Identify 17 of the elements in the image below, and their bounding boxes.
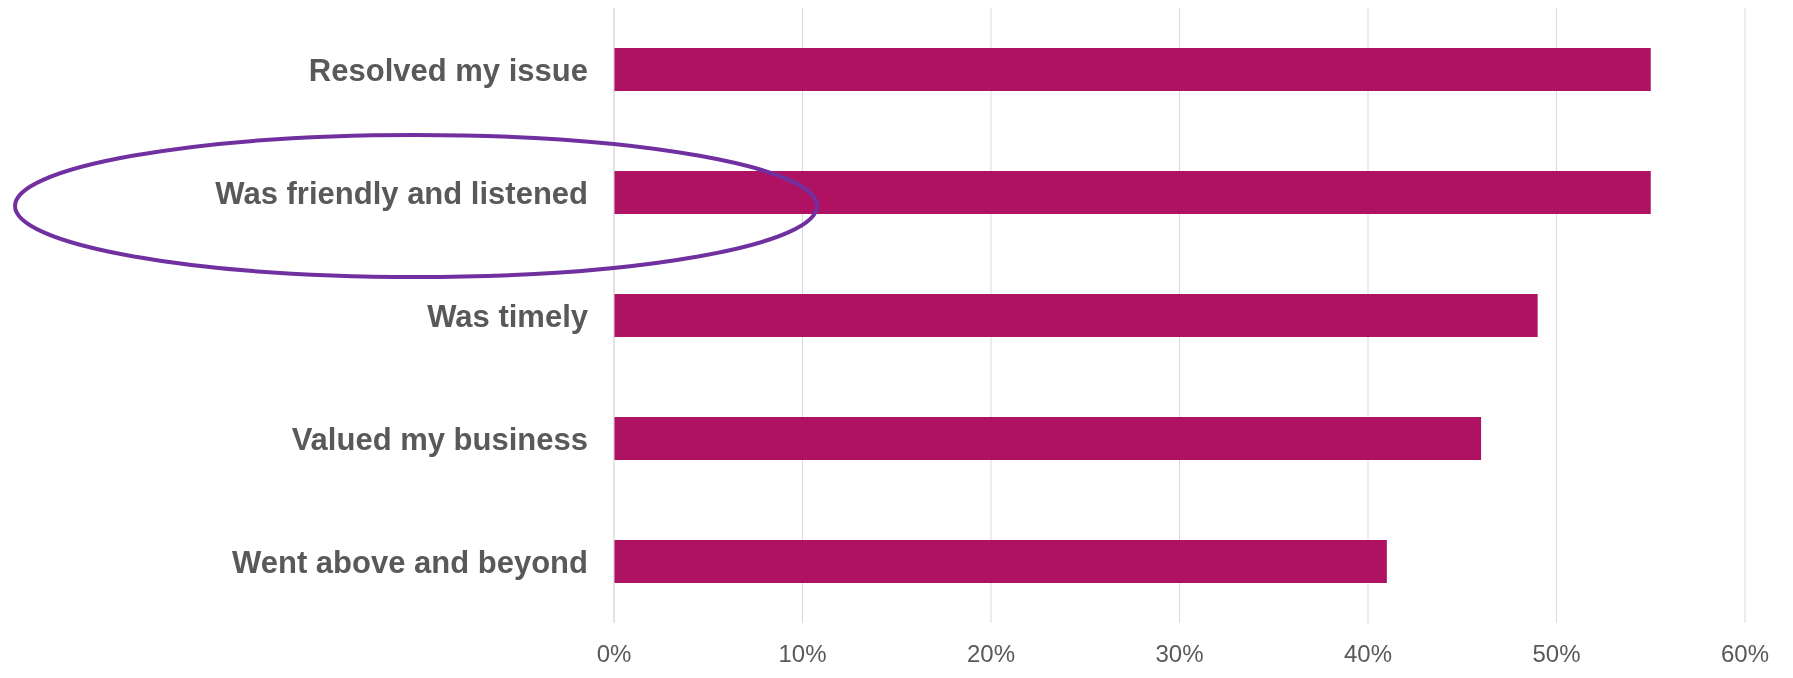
- x-tick-label: 50%: [1532, 640, 1581, 668]
- y-tick-label: Was timely: [427, 298, 589, 334]
- bar: [614, 48, 1651, 91]
- x-tick-label: 10%: [778, 640, 827, 668]
- y-tick-label: Valued my business: [291, 421, 588, 457]
- bar: [614, 171, 1651, 214]
- bar: [614, 294, 1538, 337]
- bar: [614, 417, 1482, 460]
- y-tick-label: Was friendly and listened: [215, 175, 588, 211]
- x-tick-label: 20%: [966, 640, 1016, 668]
- y-tick-label: Resolved my issue: [308, 52, 588, 88]
- x-tick-label: 60%: [1720, 640, 1770, 668]
- x-tick-label: 0%: [596, 640, 632, 668]
- y-tick-label: Went above and beyond: [232, 544, 588, 580]
- bar: [614, 540, 1387, 583]
- x-tick-label: 30%: [1155, 640, 1204, 668]
- x-tick-label: 40%: [1343, 640, 1393, 668]
